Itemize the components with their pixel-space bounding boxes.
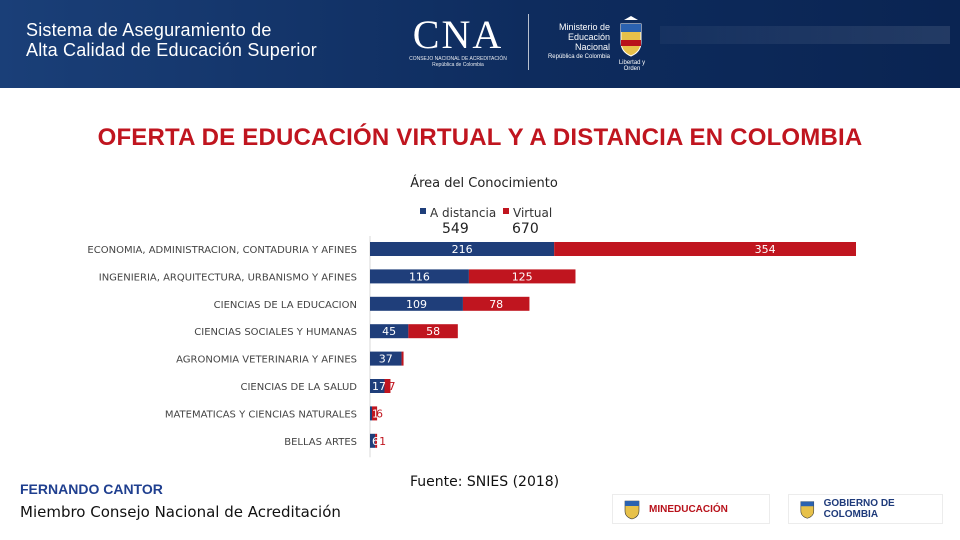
system-title: Sistema de Aseguramiento de Alta Calidad… [26,20,317,60]
cna-logo-text: CNA [412,12,504,57]
data-source: Fuente: SNIES (2018) [410,474,560,490]
data-label-virtual: 78 [489,298,503,311]
stacked-bar-chart: A distancia Virtual 549 670 ECONOMIA, ADMINI… [87,206,856,458]
category-label: BELLAS ARTES [284,437,357,448]
data-label-virtual: 354 [755,243,776,256]
data-label-a-distancia: 116 [409,270,430,283]
data-label-a-distancia: 45 [382,325,396,338]
bar-a-distancia [370,379,385,393]
bar-a-distancia [370,242,555,256]
legend-swatch-a-distancia [420,208,426,214]
banner-decoration [660,26,950,44]
ministry-line2: Educación Nacional [567,32,610,52]
category-label: CIENCIAS DE LA EDUCACION [214,300,357,311]
category-label: CIENCIAS DE LA SALUD [240,382,357,393]
bar-a-distancia [370,324,409,339]
cna-logo-country: República de Colombia [432,62,484,68]
gobierno-text: GOBIERNO DE COLOMBIA [823,498,895,520]
ministry-line3: República de Colombia [547,54,610,60]
legend-label-a-distancia: A distancia [430,206,496,220]
data-label-virtual: 7 [388,380,395,393]
data-label-virtual: 6 [376,407,383,420]
category-label: CIENCIAS SOCIALES Y HUMANAS [194,327,357,338]
bar-a-distancia [370,269,469,284]
cna-logo-subtitle: CONSEJO NACIONAL DE ACREDITACIÓN [409,56,507,62]
bar-virtual [384,379,391,393]
header-divider [528,14,529,70]
legend-label-virtual: Virtual [513,206,552,220]
legend-total-virtual: 670 [512,221,539,237]
data-label-virtual: 125 [512,270,533,283]
data-label-virtual: 1 [406,353,413,366]
crest-icon [624,500,640,520]
bar-virtual [372,406,378,421]
data-label-virtual: 58 [426,325,440,338]
data-label-a-distancia: 109 [406,298,427,311]
ministry-line1: Ministerio de [558,22,610,32]
motto-text: Libertad y Orden [618,60,646,72]
bar-virtual [468,269,576,284]
ministry-logo: Ministerio de Educación Nacional Repúbli… [536,22,610,62]
bar-virtual [554,242,856,256]
bar-virtual [375,433,378,448]
bar-virtual [462,296,530,311]
coat-of-arms-icon [620,16,642,57]
data-label-a-distancia: 6 [372,435,379,448]
bar-virtual [408,324,458,339]
legend-total-a-distancia: 549 [442,221,469,237]
mineducacion-logo: MINEDUCACIÓN [612,494,770,524]
cna-logo: CNA CONSEJO NACIONAL DE ACREDITACIÓN Rep… [388,14,528,72]
bar-virtual [401,351,404,366]
data-label-virtual: 1 [379,435,386,448]
data-label-a-distancia: 1 [372,407,379,420]
gobierno-logo: GOBIERNO DE COLOMBIA [788,494,943,524]
data-label-a-distancia: 37 [379,353,393,366]
presenter-name: FERNANDO CANTOR [20,481,163,497]
category-label: AGRONOMIA VETERINARIA Y AFINES [176,355,357,366]
legend-swatch-virtual [503,208,509,214]
chart-title: Área del Conocimiento [410,176,558,191]
bar-a-distancia [370,406,372,421]
bar-a-distancia [370,296,463,311]
system-title-line1: Sistema de Aseguramiento de [26,20,272,40]
category-label: INGENIERIA, ARQUITECTURA, URBANISMO Y AF… [99,272,357,283]
crest-icon [800,501,815,519]
data-label-a-distancia: 17 [372,380,386,393]
category-label: ECONOMIA, ADMINISTRACION, CONTADURIA Y A… [87,245,357,256]
header-banner: Sistema de Aseguramiento de Alta Calidad… [0,0,960,88]
bar-a-distancia [370,433,376,448]
page-title: OFERTA DE EDUCACIÓN VIRTUAL Y A DISTANCI… [97,124,863,151]
data-label-a-distancia: 216 [452,243,473,256]
category-label: MATEMATICAS Y CIENCIAS NATURALES [165,409,357,420]
system-title-line2: Alta Calidad de Educación Superior [26,40,317,60]
presenter-role: Miembro Consejo Nacional de Acreditación [20,503,341,521]
mineducacion-text: MINEDUCACIÓN [649,503,728,515]
bar-a-distancia [370,351,402,366]
